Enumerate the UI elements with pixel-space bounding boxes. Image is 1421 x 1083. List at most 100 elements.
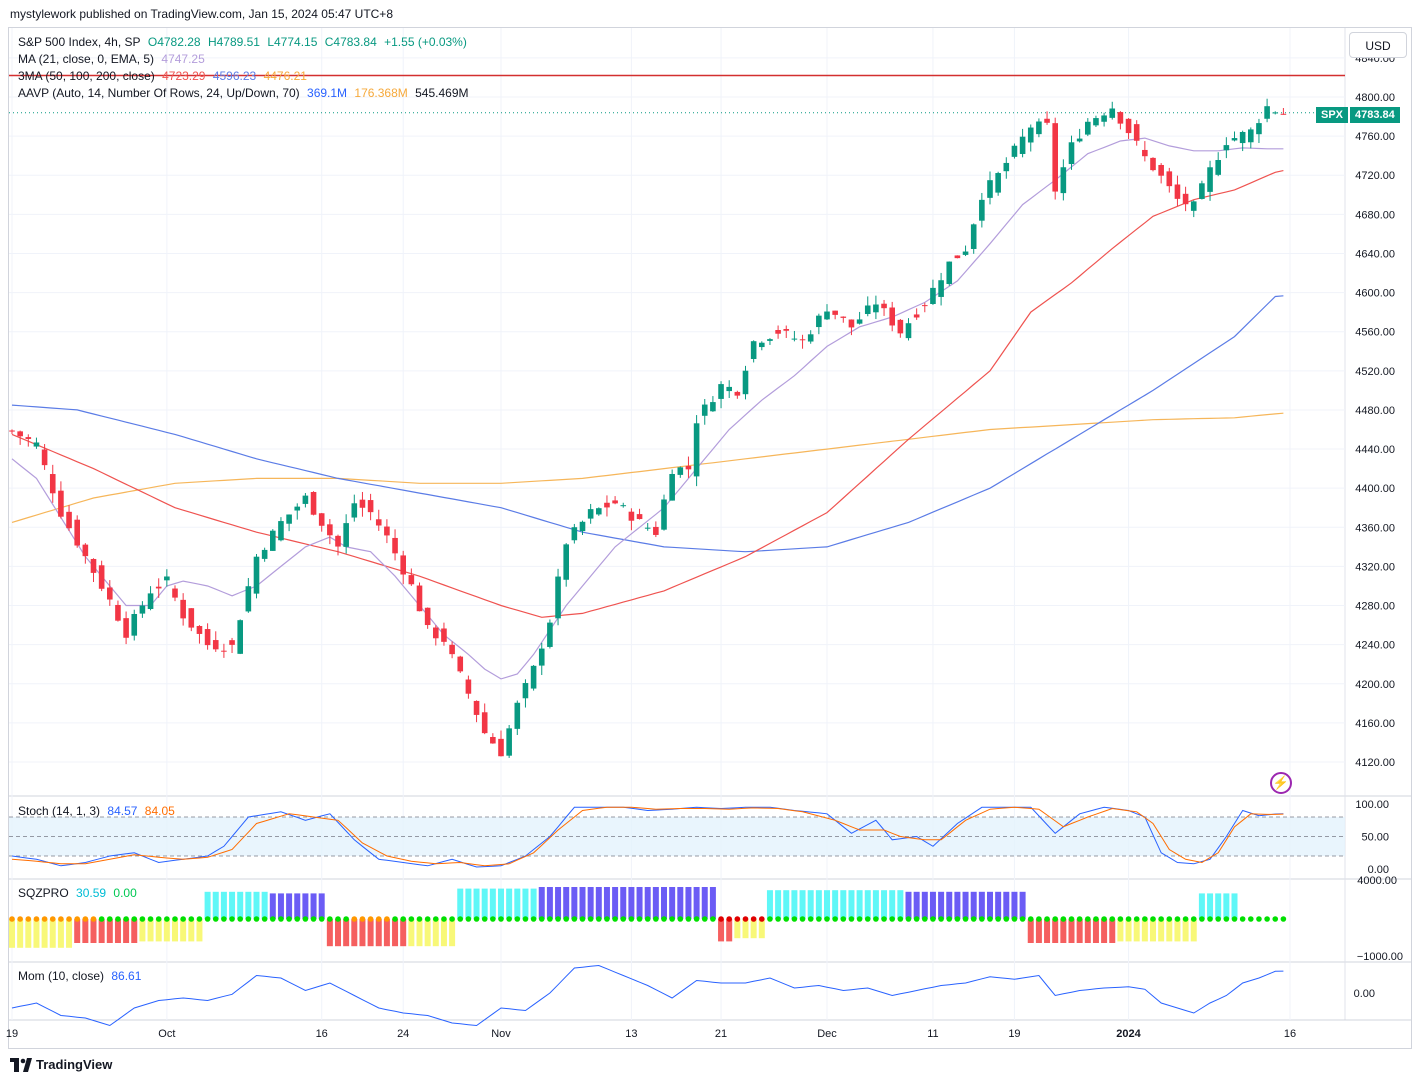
sqz-bar (677, 887, 684, 919)
candle-body (66, 511, 72, 529)
sqz-dot (832, 916, 838, 922)
sqz-bar (383, 919, 390, 947)
sqz-bar (416, 919, 423, 947)
sqz-dot (547, 916, 553, 922)
sqz-dot (188, 916, 195, 922)
candle-body (58, 490, 64, 517)
x-tick-label: 11 (927, 1028, 938, 1040)
sqz-dot (783, 916, 790, 922)
sqz-bar (775, 890, 782, 919)
sqz-dot (164, 916, 170, 922)
sqz-bar (465, 888, 472, 919)
sqz-bar (326, 919, 333, 947)
candle-body (881, 303, 887, 309)
candle-body (253, 556, 260, 594)
sqz-bar (1092, 919, 1099, 943)
sqz-dot (1215, 916, 1221, 922)
ma50-line (11, 170, 1284, 618)
sqz-dot (441, 916, 447, 922)
x-tick-label: 19 (6, 1028, 18, 1040)
sqz-tick-label: −1000.00 (1357, 951, 1403, 963)
sqz-bar (970, 891, 977, 919)
sqz-dot (571, 916, 578, 922)
sqz-dot (1256, 916, 1262, 922)
candle-body (359, 499, 366, 508)
candle-body (1011, 145, 1018, 157)
sqz-bar (449, 919, 456, 947)
sqz-bar (9, 919, 15, 948)
sqz-dot (555, 916, 561, 922)
sqz-bar (90, 919, 97, 943)
sqz-dot (147, 916, 154, 922)
candle-body (490, 736, 496, 744)
sqz-bar (824, 890, 830, 919)
candle-body (1264, 106, 1270, 119)
sqz-bar (628, 887, 635, 919)
sqz-dot (343, 916, 349, 922)
candle-body (164, 576, 170, 581)
candle-body (245, 586, 252, 612)
sqz-bar (905, 891, 912, 919)
mom-tick-label: 0.00 (1354, 988, 1375, 1000)
candle-body (750, 341, 757, 360)
sqz-bar (1150, 919, 1156, 942)
sqz-bar (123, 919, 130, 943)
sqz-bar (147, 919, 154, 942)
sqz-bar (791, 890, 798, 919)
sqz-bar (335, 919, 341, 947)
candle-body (310, 491, 317, 515)
candle-body (840, 316, 847, 318)
candle-body (375, 519, 382, 526)
candle-body (139, 605, 146, 614)
legend-ma-label: MA (21, close, 0, EMA, 5) (18, 52, 155, 66)
sqz-dot (1142, 916, 1148, 922)
candle-body (1044, 118, 1050, 123)
sqz-bar (1076, 919, 1083, 943)
sqz-bar (253, 891, 260, 919)
sqz-dot (1133, 916, 1140, 922)
candle-body (734, 391, 741, 396)
candle-body (90, 558, 97, 573)
sqz-bar (807, 890, 814, 919)
candle-body (954, 255, 961, 259)
sqz-dot (1207, 916, 1213, 922)
sqz-bar (367, 919, 374, 947)
sqz-dot (261, 916, 268, 922)
sqz-bar (726, 919, 733, 942)
candle-body (1117, 112, 1124, 124)
sqz-dot (367, 916, 374, 922)
sqz-dot (473, 916, 480, 922)
sqz-dot (1109, 916, 1116, 922)
x-tick-label: 16 (316, 1028, 328, 1040)
sqz-bar (661, 887, 667, 919)
lightning-icon[interactable]: ⚡ (1270, 772, 1292, 794)
candle-body (1003, 162, 1010, 172)
sqz-dot (864, 916, 871, 922)
candle-body (669, 473, 675, 501)
sqz-bar (1174, 919, 1181, 942)
sqz-dot (604, 916, 610, 922)
sqz-bar (318, 893, 325, 919)
sqz-dot (1019, 916, 1026, 922)
candle-body (433, 627, 439, 639)
legend-symbol: S&P 500 Index, 4h, SP (18, 35, 141, 49)
sqz-bar (106, 919, 113, 943)
sqz-dot (1003, 916, 1010, 922)
sqz-dot (742, 916, 749, 922)
sqz-dot (873, 916, 879, 922)
candle-body (530, 665, 537, 689)
sqz-dot (107, 916, 113, 922)
currency-button[interactable]: USD (1349, 32, 1407, 58)
sqz-bar (652, 887, 659, 919)
candle-body (995, 173, 1001, 193)
sqz-dot (1101, 916, 1107, 922)
candle-body (1150, 157, 1156, 171)
sqz-dot (481, 916, 488, 922)
sqz-dot (1166, 916, 1173, 922)
candle-body (286, 514, 292, 524)
legend-mom: Mom (10, close) 86.61 (18, 968, 145, 984)
sqz-dot (759, 916, 765, 922)
sqz-dot (253, 916, 260, 922)
legend-change: +1.55 (+0.03%) (384, 35, 467, 49)
